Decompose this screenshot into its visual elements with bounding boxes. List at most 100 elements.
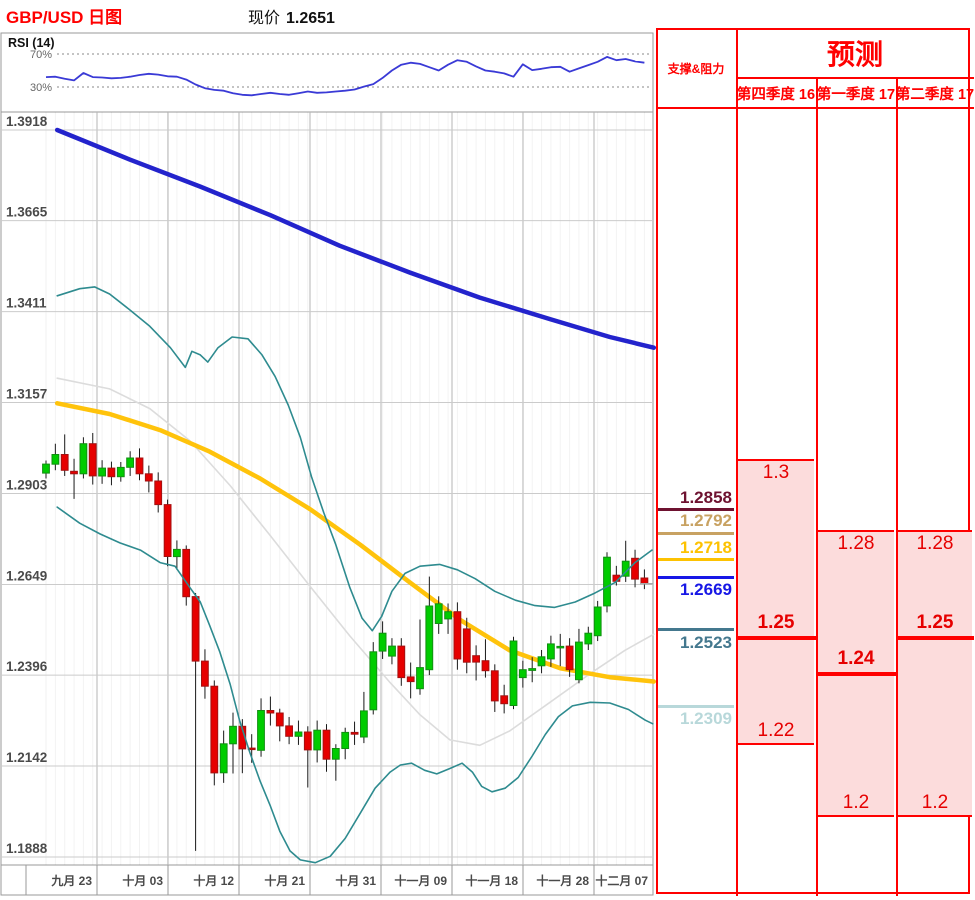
svg-text:十月 03: 十月 03	[122, 873, 163, 888]
candle-up	[219, 743, 228, 774]
candle-up	[369, 651, 378, 711]
moving-averages	[54, 127, 657, 747]
candle-up	[173, 548, 181, 558]
candle-down	[406, 676, 415, 683]
x-axis-labels: 九月 23 十月 03 十月 12 十月 21 十月 31 十一月 09 十一月 18 十一月…	[25, 865, 648, 895]
svg-text:1.3665: 1.3665	[6, 205, 48, 220]
svg-text:十一月 09: 十一月 09	[394, 873, 447, 888]
y-axis-labels: 1.3918 1.3665 1.3411 1.3157 1.2903 1.2649 1.23…	[6, 114, 48, 856]
forecast-col-header-q4-16: 第四季度 16	[736, 86, 816, 103]
bollinger-bands	[56, 286, 654, 864]
candle-down	[107, 467, 116, 478]
candle-down	[163, 504, 172, 558]
candle-down	[453, 611, 462, 660]
spot-price-value: 1.2651	[286, 10, 335, 27]
candle-up	[434, 603, 443, 624]
candle-up	[79, 443, 88, 475]
spot-price-label: 现价	[248, 10, 281, 27]
candle-down	[135, 457, 144, 475]
candle-up	[51, 454, 60, 465]
candle-up	[584, 632, 593, 645]
chart-borders	[0, 32, 654, 896]
svg-text:1.3411: 1.3411	[6, 296, 47, 311]
candle-down	[490, 670, 499, 702]
candle-down	[154, 480, 163, 506]
chart-title: GBP/USD 日图	[6, 8, 123, 27]
table-divider-vertical-1	[736, 28, 738, 896]
table-divider-vertical-3	[896, 78, 898, 896]
candle-down	[472, 655, 481, 663]
svg-text:十月 31: 十月 31	[335, 873, 376, 888]
candle-up	[42, 463, 50, 474]
rsi-line	[45, 56, 645, 97]
candle-down	[462, 628, 471, 663]
candle-up	[331, 748, 340, 760]
candles-layer	[42, 432, 649, 851]
candle-down	[182, 548, 191, 598]
candle-down	[322, 729, 331, 760]
candle-up	[229, 725, 237, 745]
candle-down	[88, 443, 97, 477]
candle-up	[556, 645, 565, 649]
rsi-label: RSI (14)	[8, 36, 55, 50]
spot-price: 现价 1.2651	[248, 4, 335, 28]
forecast-title: 预测	[826, 39, 883, 70]
forecast-col-header-q1-17: 第一季度 17	[816, 86, 896, 103]
candle-up	[603, 556, 611, 607]
svg-text:十月 12: 十月 12	[193, 873, 234, 888]
candle-up	[378, 632, 387, 652]
candle-up	[116, 466, 125, 478]
svg-text:1.2142: 1.2142	[6, 750, 47, 765]
forecast-col-header-q2-17: 第二季度 17	[895, 86, 975, 103]
candle-down	[70, 470, 78, 475]
svg-text:1.2903: 1.2903	[6, 478, 48, 493]
candle-up	[257, 710, 265, 751]
rsi-panel: RSI (14)70% 30%	[8, 36, 650, 97]
candle-up	[294, 731, 303, 737]
svg-text:十二月 07: 十二月 07	[595, 873, 648, 888]
rsi-30-label: 30%	[30, 82, 52, 94]
candle-up	[444, 611, 453, 620]
support-resistance-header: 支撑&阻力	[667, 61, 725, 76]
candle-down	[201, 660, 209, 687]
candle-down	[144, 473, 153, 482]
candle-up	[593, 606, 602, 637]
candle-up	[528, 668, 537, 671]
forecast-table-border	[656, 28, 970, 894]
candle-up	[425, 605, 434, 671]
candle-up	[547, 643, 555, 660]
candle-up	[416, 667, 424, 690]
price-chart-canvas[interactable]: 1.3918 1.3665 1.3411 1.3157 1.2903 1.2649 1.23…	[0, 0, 660, 900]
svg-text:十一月 18: 十一月 18	[465, 873, 518, 888]
svg-text:1.2649: 1.2649	[6, 568, 47, 583]
candle-down	[631, 557, 639, 580]
candle-down	[60, 454, 69, 471]
candle-down	[565, 645, 574, 671]
candle-down	[481, 660, 490, 672]
candle-up	[98, 467, 106, 477]
candle-up	[575, 641, 583, 681]
svg-text:1.3918: 1.3918	[6, 114, 48, 129]
svg-text:1.3157: 1.3157	[6, 387, 47, 402]
candle-up	[509, 640, 518, 706]
svg-text:1.2396: 1.2396	[6, 659, 48, 674]
rsi-70-label: 70%	[30, 49, 52, 61]
candle-down	[191, 596, 200, 662]
svg-text:十一月 28: 十一月 28	[536, 873, 589, 888]
svg-text:十月 21: 十月 21	[264, 873, 305, 888]
candle-down	[275, 712, 284, 727]
candle-up	[360, 710, 368, 738]
candle-up	[537, 656, 546, 667]
candle-down	[303, 731, 312, 751]
table-divider-vertical-2	[816, 78, 818, 896]
candle-down	[285, 725, 294, 737]
candle-down	[266, 710, 275, 714]
table-divider-under-title	[736, 77, 974, 79]
candle-up	[388, 645, 396, 657]
candle-up	[518, 669, 527, 679]
table-divider-under-headers	[656, 107, 974, 109]
svg-text:1.1888: 1.1888	[6, 841, 48, 856]
candle-up	[341, 731, 350, 750]
candle-up	[313, 729, 322, 751]
